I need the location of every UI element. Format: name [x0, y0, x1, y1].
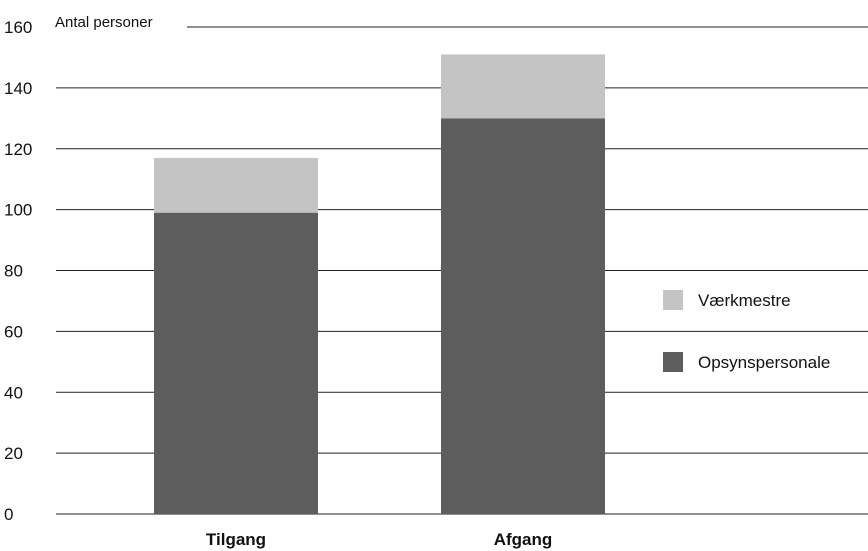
- category-labels: Tilgang Afgang: [206, 530, 552, 549]
- y-tick-labels: 0 20 40 60 80 100 120 140 160: [4, 18, 32, 524]
- bar-afgang-værkmestre: [441, 54, 605, 119]
- bar-tilgang-opsynspersonale: [154, 212, 318, 514]
- y-tick-label: 20: [4, 444, 23, 463]
- legend-swatch: [663, 352, 683, 372]
- y-axis-label: Antal personer: [55, 14, 153, 31]
- bar-afgang-opsynspersonale: [441, 118, 605, 514]
- y-tick-label: 80: [4, 262, 23, 281]
- y-tick-label: 0: [4, 505, 13, 524]
- legend-label: Værkmestre: [698, 291, 791, 310]
- legend-swatch: [663, 290, 683, 310]
- y-tick-label: 40: [4, 383, 23, 402]
- bars: [154, 54, 605, 514]
- y-tick-label: 100: [4, 201, 32, 220]
- legend: Værkmestre Opsynspersonale: [663, 290, 830, 372]
- y-tick-label: 60: [4, 322, 23, 341]
- category-label: Afgang: [494, 530, 553, 549]
- y-tick-label: 140: [4, 79, 32, 98]
- bar-tilgang-værkmestre: [154, 157, 318, 213]
- legend-label: Opsynspersonale: [698, 353, 830, 372]
- y-tick-label: 160: [4, 18, 32, 37]
- y-tick-label: 120: [4, 140, 32, 159]
- category-label: Tilgang: [206, 530, 266, 549]
